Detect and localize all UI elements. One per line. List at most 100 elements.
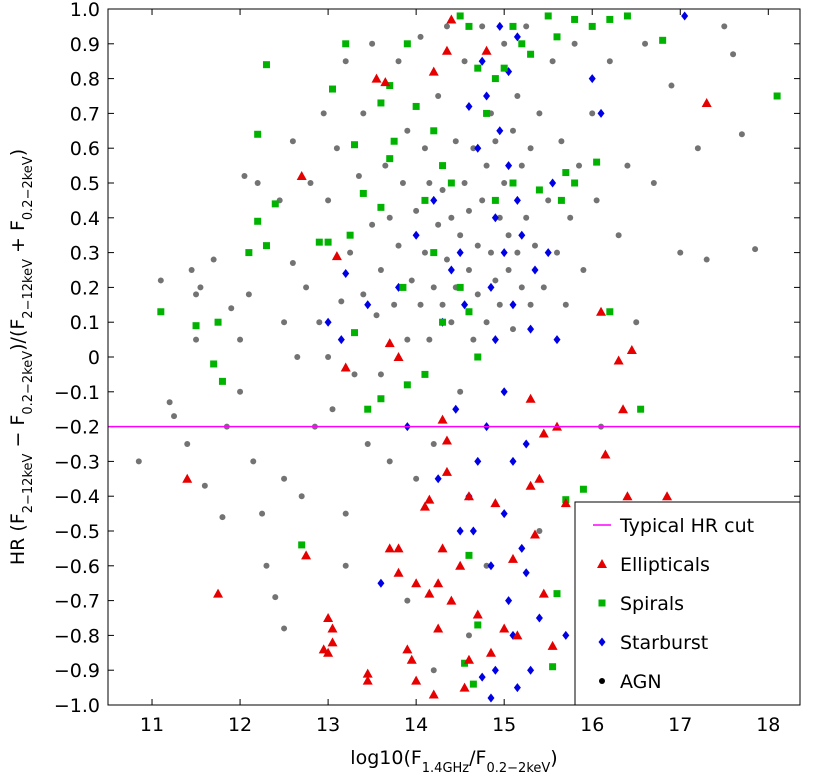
point: [395, 242, 402, 249]
point: [588, 74, 596, 84]
point: [618, 404, 629, 414]
point: [364, 441, 371, 447]
point: [386, 458, 393, 465]
point: [417, 33, 424, 40]
point: [487, 282, 495, 292]
legend-marker: [597, 559, 607, 568]
point: [373, 312, 380, 319]
point: [518, 40, 526, 48]
point: [479, 197, 486, 204]
point: [359, 189, 367, 197]
point: [509, 127, 516, 134]
subscript: 0.2−2keV: [21, 156, 36, 220]
point: [382, 162, 389, 169]
point: [437, 543, 448, 553]
y-tick-label: 0.4: [70, 208, 100, 230]
point: [377, 578, 385, 588]
point: [681, 11, 689, 21]
y-tick-label: −0.6: [54, 556, 100, 578]
y-tick-label: −0.4: [54, 486, 100, 508]
point: [303, 284, 310, 291]
legend-box: [574, 501, 801, 706]
point: [589, 110, 596, 117]
point: [531, 265, 539, 275]
point: [518, 162, 525, 169]
point: [430, 667, 437, 674]
point: [465, 308, 473, 316]
point: [337, 335, 345, 345]
point: [439, 162, 447, 170]
point: [377, 203, 385, 211]
point: [355, 173, 362, 180]
point: [624, 162, 631, 169]
point: [483, 109, 491, 117]
point: [404, 597, 411, 604]
point: [622, 491, 633, 501]
point: [262, 61, 270, 69]
point: [457, 388, 464, 395]
point: [441, 45, 452, 55]
legend-label: Spirals: [620, 593, 684, 615]
point: [588, 22, 596, 30]
point: [441, 435, 452, 445]
point: [662, 491, 673, 501]
point: [228, 305, 235, 312]
point: [157, 277, 164, 284]
y-tick-label: 0.6: [70, 138, 100, 160]
point: [571, 15, 579, 23]
point: [324, 238, 332, 246]
point: [452, 404, 460, 414]
point: [694, 145, 701, 152]
point: [384, 338, 395, 348]
point: [465, 22, 473, 30]
point: [447, 179, 455, 187]
point: [435, 221, 442, 228]
point: [393, 543, 404, 553]
point: [527, 324, 535, 334]
point: [424, 494, 435, 504]
y-tick-label: 0.5: [70, 173, 100, 195]
point: [596, 306, 607, 316]
point: [469, 526, 477, 536]
point: [518, 284, 525, 291]
point: [296, 171, 307, 181]
y-tick-label: 0.9: [70, 34, 100, 56]
point: [491, 75, 499, 83]
point: [193, 336, 200, 343]
point: [557, 196, 565, 204]
x-tick-label: 14: [404, 714, 428, 736]
point: [402, 644, 413, 654]
point: [213, 588, 224, 598]
point: [329, 406, 336, 413]
point: [474, 64, 482, 72]
point: [505, 596, 513, 606]
point: [447, 265, 455, 275]
point: [509, 456, 517, 466]
point: [465, 551, 473, 559]
point: [351, 371, 358, 378]
point: [547, 640, 558, 650]
point: [752, 246, 759, 253]
subscript: 2−12keV: [21, 453, 36, 513]
point: [659, 36, 667, 44]
point: [281, 319, 288, 326]
x-tick-label: 17: [668, 714, 692, 736]
point: [192, 322, 200, 330]
point: [492, 138, 499, 145]
point: [483, 319, 490, 326]
point: [703, 256, 710, 263]
point: [435, 93, 442, 99]
point: [496, 214, 503, 221]
legend-marker: [598, 637, 606, 647]
point: [474, 143, 482, 153]
point: [364, 300, 372, 310]
point: [197, 284, 204, 291]
point: [340, 362, 351, 372]
point: [474, 456, 482, 466]
point: [369, 40, 376, 47]
point: [513, 32, 521, 42]
point: [171, 413, 178, 420]
point: [522, 568, 530, 578]
point: [411, 675, 422, 685]
point: [514, 93, 521, 99]
